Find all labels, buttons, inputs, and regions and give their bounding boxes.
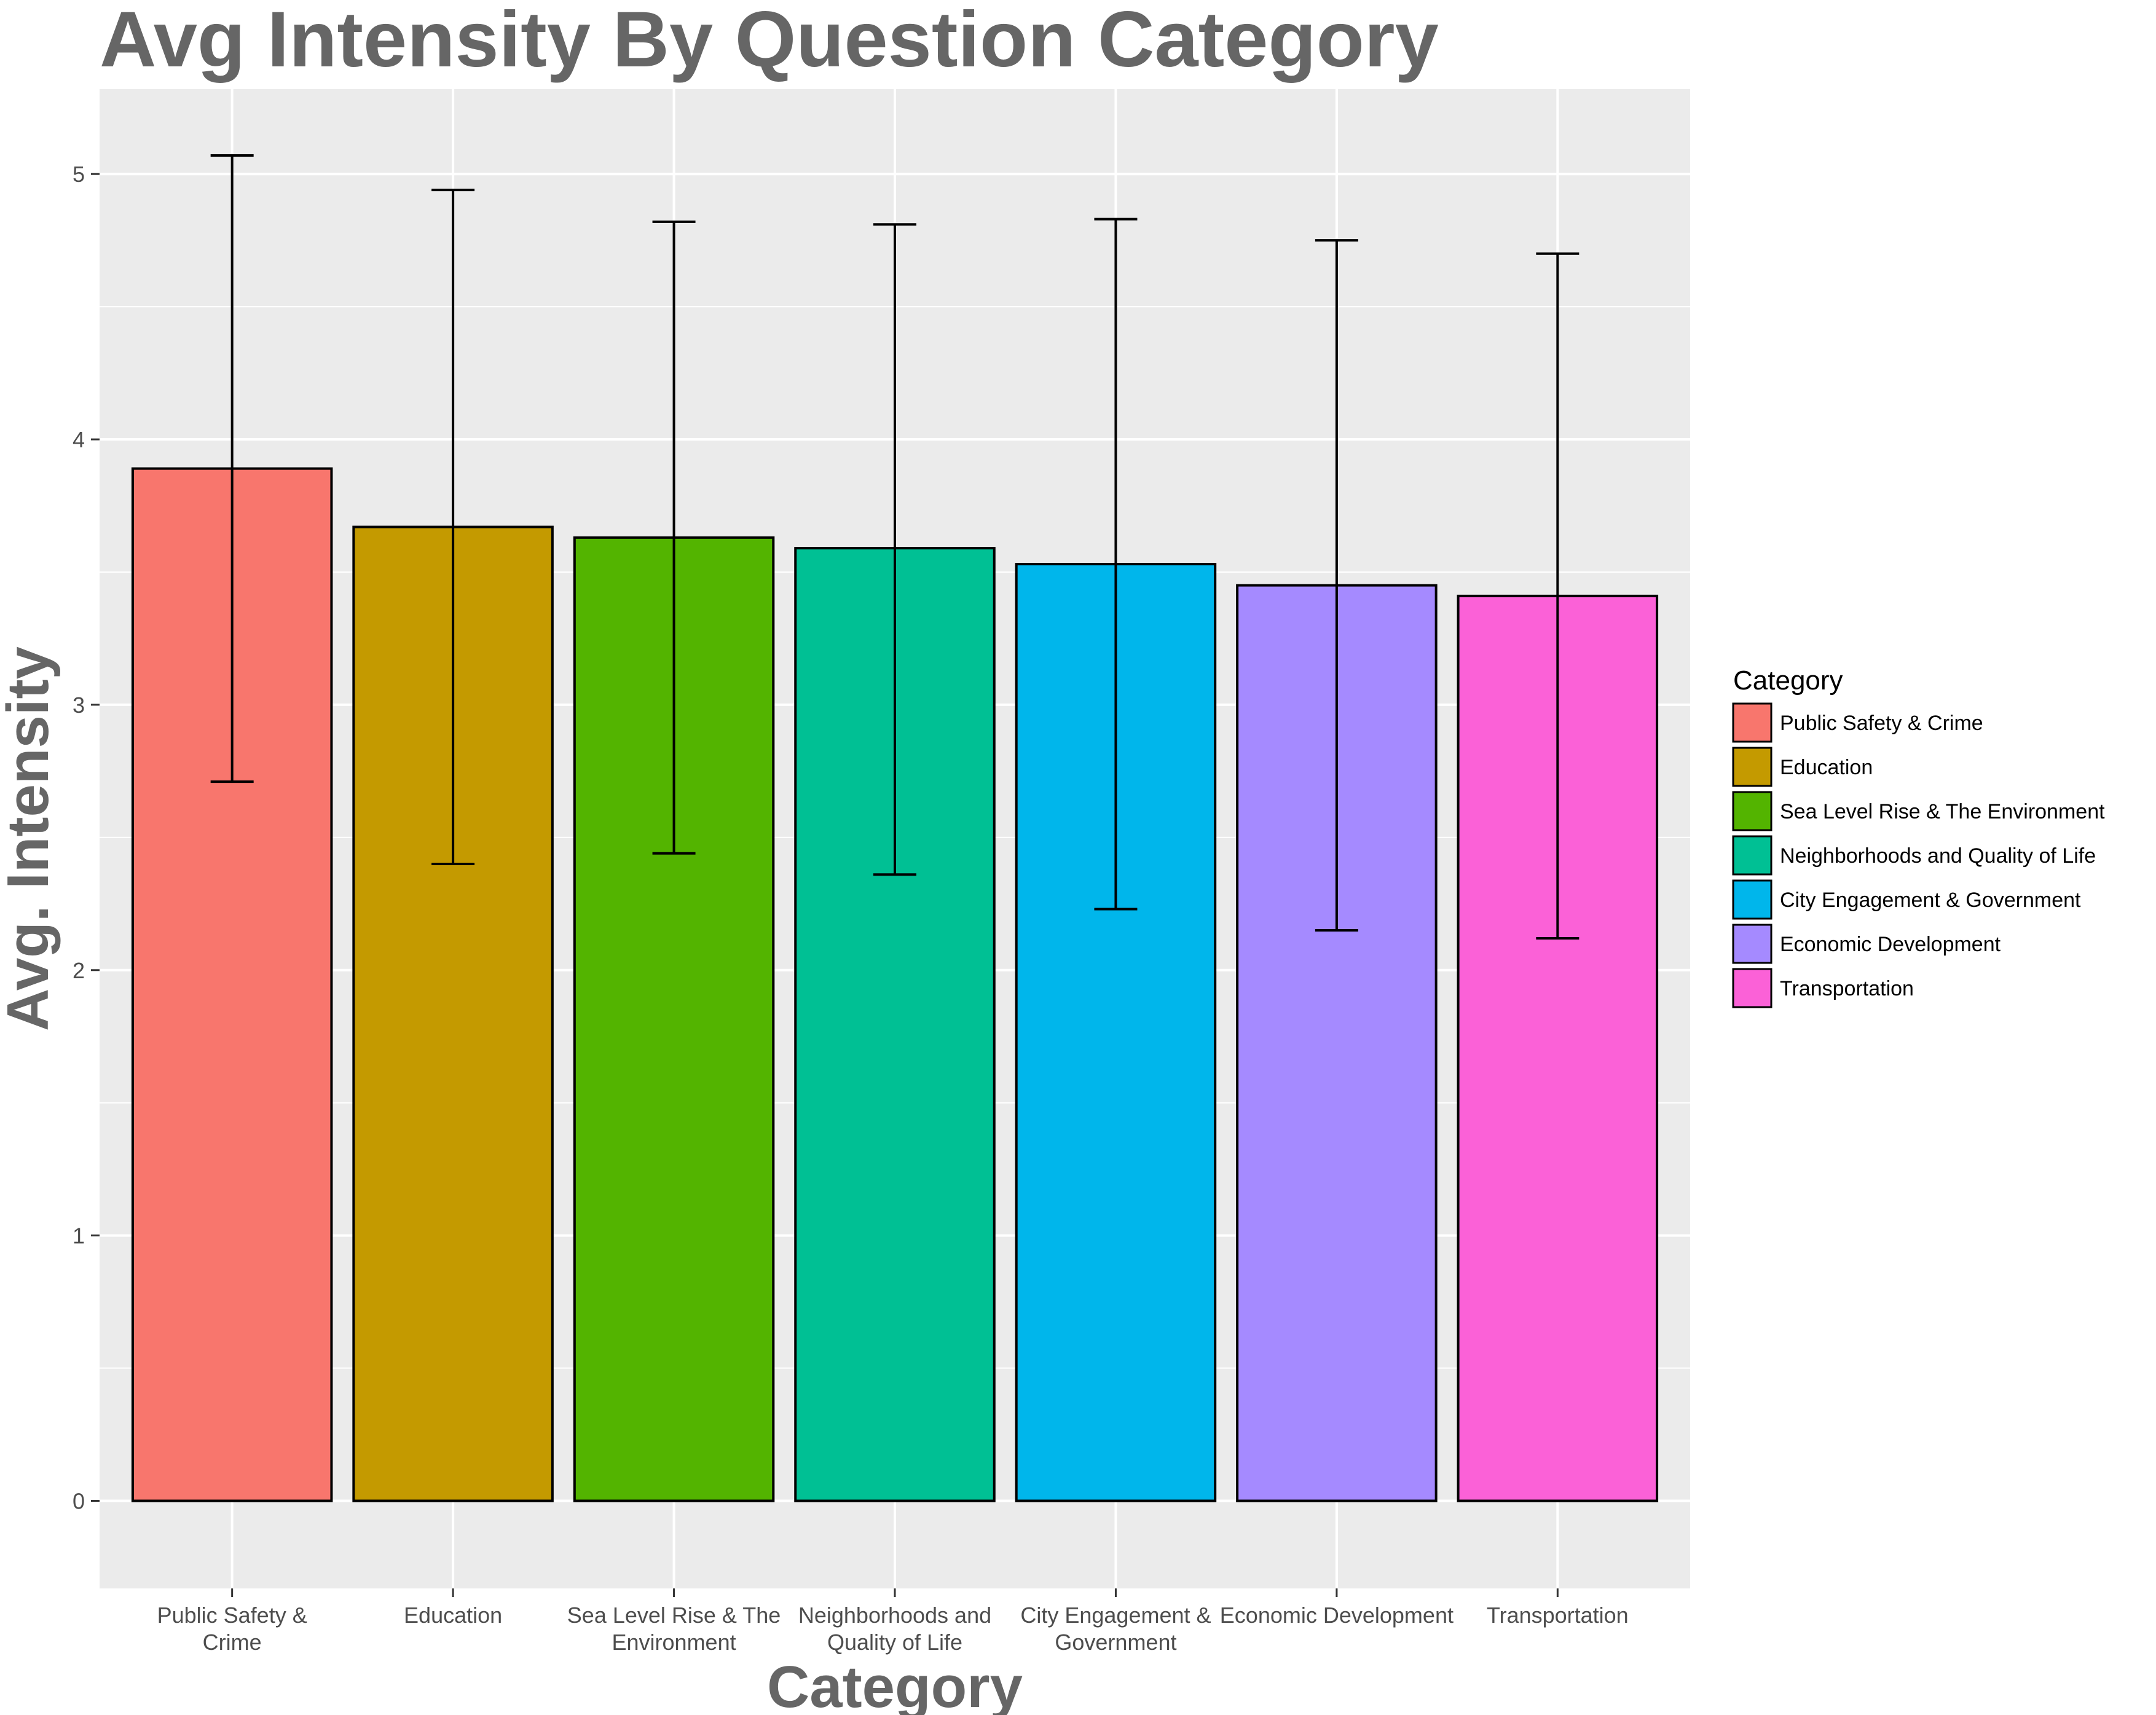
x-tick-label: Economic Development [1220, 1603, 1454, 1628]
x-tick-label: Transportation [1487, 1603, 1629, 1628]
legend-label: Education [1780, 756, 1873, 779]
legend-label: Transportation [1780, 977, 1914, 1000]
legend: Category Public Safety & Crime Education S… [1732, 665, 2105, 1008]
legend-label: Sea Level Rise & The Environment [1780, 800, 2105, 823]
legend-label: Public Safety & Crime [1780, 712, 1983, 735]
legend-key [1732, 835, 1772, 876]
legend-label: City Engagement & Government [1780, 889, 2081, 912]
chart-title: Avg Intensity By Question Category [100, 0, 1439, 84]
legend-key [1732, 879, 1772, 920]
x-tick-label: City Engagement & Government [1020, 1603, 1211, 1655]
x-axis-title: Category [767, 1654, 1023, 1715]
legend-key [1732, 791, 1772, 831]
legend-label: Neighborhoods and Quality of Life [1780, 844, 2096, 868]
y-tick-label: 0 [73, 1488, 85, 1513]
x-tick-label: Sea Level Rise & The Environment [567, 1603, 781, 1655]
legend-key [1732, 924, 1772, 964]
legend-label: Economic Development [1780, 933, 2001, 956]
legend-items: Public Safety & Crime Education Sea Level … [1732, 702, 2105, 1008]
x-tick-label: Education [404, 1603, 502, 1628]
x-tick-label: Neighborhoods and Quality of Life [798, 1603, 991, 1655]
error-bars [210, 154, 1580, 940]
y-tick-label: 2 [73, 958, 85, 983]
x-tick-label: Public Safety & Crime [157, 1603, 307, 1655]
y-tick-label: 3 [73, 693, 85, 718]
y-tick-label: 4 [73, 427, 85, 452]
legend-key [1732, 968, 1772, 1008]
legend-key [1732, 747, 1772, 787]
y-tick-label: 1 [73, 1223, 85, 1249]
y-tick-label: 5 [73, 162, 85, 187]
y-axis-ticks: 0 1 2 3 4 5 [73, 162, 100, 1513]
x-axis-ticks: Public Safety & Crime Education Sea Level R… [157, 1588, 1629, 1655]
y-axis-title: Avg. Intensity [0, 646, 61, 1031]
legend-key [1732, 702, 1772, 743]
legend-title: Category [1733, 665, 1843, 696]
